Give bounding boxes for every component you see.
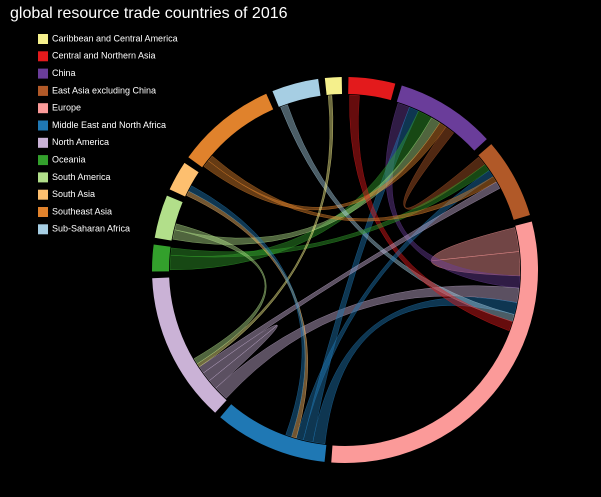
legend-label: Southeast Asia bbox=[52, 206, 112, 216]
legend-swatch bbox=[38, 224, 48, 235]
ribbon bbox=[430, 227, 521, 277]
ribbon bbox=[198, 181, 501, 374]
legend-swatch bbox=[38, 172, 48, 183]
ribbon bbox=[349, 94, 513, 332]
legend-label: Sub-Saharan Africa bbox=[52, 224, 130, 234]
group-arc bbox=[169, 162, 199, 197]
ribbon bbox=[172, 117, 441, 245]
legend-label: Europe bbox=[52, 103, 81, 113]
legend-swatch bbox=[38, 68, 48, 79]
legend-swatch bbox=[38, 207, 48, 217]
group-arc bbox=[272, 78, 321, 107]
chart-title: global resource trade countries of 2016 bbox=[10, 5, 288, 22]
ribbon bbox=[215, 285, 520, 399]
legend-swatch bbox=[38, 120, 48, 131]
group-arc bbox=[478, 144, 530, 220]
legend-swatch bbox=[38, 103, 48, 114]
legend-label: China bbox=[52, 68, 76, 78]
group-arc bbox=[324, 77, 343, 95]
legend-label: Central and Northern Asia bbox=[52, 51, 156, 61]
legend-swatch bbox=[38, 85, 48, 96]
group-arc bbox=[188, 93, 274, 168]
legend-swatch bbox=[38, 34, 48, 44]
group-arc bbox=[154, 195, 183, 241]
legend-label: Middle East and North Africa bbox=[52, 120, 166, 130]
legend-label: North America bbox=[52, 137, 109, 147]
group-arc bbox=[220, 404, 327, 462]
ribbon bbox=[174, 223, 267, 365]
ribbon bbox=[303, 106, 419, 443]
legend-label: South Asia bbox=[52, 189, 95, 199]
ribbon bbox=[196, 95, 334, 368]
legend-swatch bbox=[38, 51, 48, 62]
legend-label: South America bbox=[52, 172, 111, 182]
ribbon bbox=[188, 185, 306, 437]
ribbon bbox=[203, 324, 278, 389]
legend-swatch bbox=[38, 155, 48, 166]
group-arc bbox=[396, 85, 487, 151]
legend-label: East Asia excluding China bbox=[52, 85, 156, 95]
ribbon bbox=[295, 170, 494, 441]
ribbon bbox=[203, 122, 447, 211]
legend-swatch bbox=[38, 189, 48, 200]
group-arc bbox=[152, 277, 227, 413]
group-arc bbox=[348, 77, 396, 101]
ribbon bbox=[170, 164, 490, 258]
ribbons bbox=[169, 94, 521, 445]
ribbon bbox=[312, 297, 518, 445]
ribbon bbox=[280, 104, 515, 322]
ribbon bbox=[207, 155, 497, 222]
legend-label: Caribbean and Central America bbox=[52, 33, 178, 43]
legend-label: Oceania bbox=[52, 154, 86, 164]
ribbon bbox=[169, 110, 432, 271]
group-arc bbox=[152, 244, 171, 272]
legend-swatch bbox=[38, 137, 48, 148]
